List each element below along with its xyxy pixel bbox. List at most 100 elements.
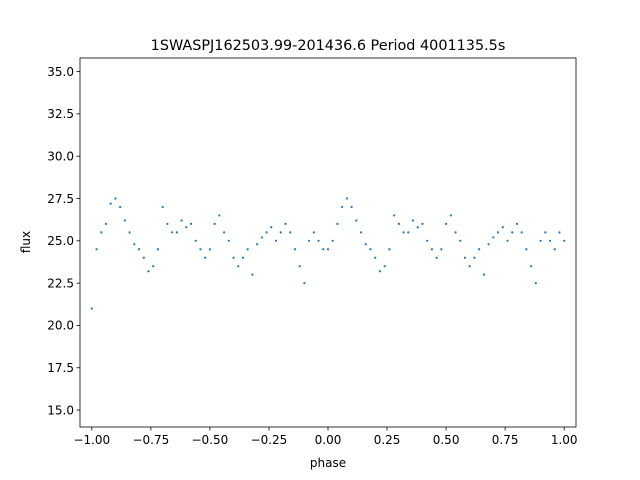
data-point (180, 219, 183, 222)
data-point (171, 231, 174, 234)
data-point (274, 239, 278, 242)
data-point (279, 231, 282, 234)
data-point (298, 265, 301, 268)
data-point (152, 265, 155, 268)
data-point (199, 248, 202, 251)
data-point (90, 307, 93, 310)
x-tick-label: 0.25 (374, 433, 401, 447)
data-point (128, 231, 131, 234)
data-point (317, 239, 320, 242)
data-point (397, 222, 400, 225)
data-point (119, 205, 122, 209)
data-point (369, 248, 372, 251)
y-tick-label: 22.5 (47, 276, 74, 290)
data-point (525, 248, 528, 251)
y-tick-label: 27.5 (47, 192, 74, 206)
data-point (539, 239, 542, 242)
data-point (189, 222, 193, 225)
data-point (445, 222, 448, 225)
data-point (558, 231, 561, 234)
data-point (256, 243, 259, 246)
data-point (95, 248, 98, 251)
data-point (161, 205, 164, 209)
x-axis: −1.00 −0.75 −0.50 −0.25 0.00 0.25 0.50 0.75 1.00 (73, 427, 578, 447)
data-point (473, 256, 476, 259)
data-point (293, 248, 297, 251)
x-tick-label: −0.50 (192, 433, 229, 447)
data-point (104, 222, 108, 225)
y-tick-label: 20.0 (47, 319, 74, 333)
x-tick-label: 1.00 (551, 433, 578, 447)
data-point (241, 256, 245, 259)
data-point (553, 248, 556, 251)
y-tick-label: 15.0 (47, 403, 74, 417)
data-point (355, 219, 358, 222)
data-point (270, 226, 273, 229)
data-point (326, 248, 330, 251)
x-tick-label: −0.25 (251, 433, 288, 447)
data-point (478, 248, 481, 251)
data-point (341, 205, 344, 209)
data-point (213, 222, 216, 225)
data-point (383, 265, 386, 268)
data-point (388, 248, 391, 251)
x-tick-label: −1.00 (73, 433, 110, 447)
data-point (175, 231, 178, 234)
data-point (544, 231, 547, 234)
points-layer (90, 197, 566, 310)
data-point (411, 219, 415, 222)
data-point (284, 222, 287, 225)
data-point (147, 270, 150, 273)
data-point (156, 248, 160, 251)
data-point (501, 226, 504, 229)
data-point (336, 222, 339, 225)
data-point (260, 236, 263, 239)
y-tick-label: 32.5 (47, 107, 74, 121)
data-point (515, 222, 519, 225)
data-point (133, 243, 136, 246)
data-point (312, 231, 315, 234)
data-point (468, 265, 471, 268)
data-point (364, 243, 367, 246)
data-point (208, 248, 211, 251)
data-point (449, 214, 452, 217)
x-tick-label: 0.00 (315, 433, 342, 447)
data-point (563, 239, 566, 242)
data-point (459, 239, 462, 242)
data-point (416, 226, 419, 229)
data-point (487, 243, 490, 246)
data-point (218, 214, 221, 217)
data-point (506, 239, 509, 242)
data-point (142, 256, 145, 259)
x-tick-label: −0.75 (132, 433, 169, 447)
y-tick-label: 35.0 (47, 65, 74, 79)
data-point (246, 248, 249, 251)
data-point (194, 239, 197, 242)
data-point (393, 214, 396, 217)
data-point (534, 282, 537, 285)
data-point (303, 282, 306, 285)
data-point (511, 231, 514, 234)
data-point (100, 231, 103, 234)
data-point (492, 236, 495, 239)
data-point (440, 248, 443, 251)
data-point (222, 231, 226, 234)
data-point (548, 239, 552, 242)
data-point (426, 239, 429, 242)
y-tick-label: 17.5 (47, 361, 74, 375)
data-point (430, 248, 434, 251)
data-point (227, 239, 230, 242)
x-axis-label: phase (310, 456, 346, 470)
data-point (185, 226, 188, 229)
chart-title: 1SWASPJ162503.99-201436.6 Period 4001135… (151, 38, 506, 54)
data-point (345, 197, 348, 200)
data-point (137, 248, 141, 251)
data-point (530, 265, 533, 268)
data-point (109, 202, 112, 205)
data-point (123, 219, 126, 222)
data-point (237, 265, 240, 268)
data-point (482, 273, 485, 276)
